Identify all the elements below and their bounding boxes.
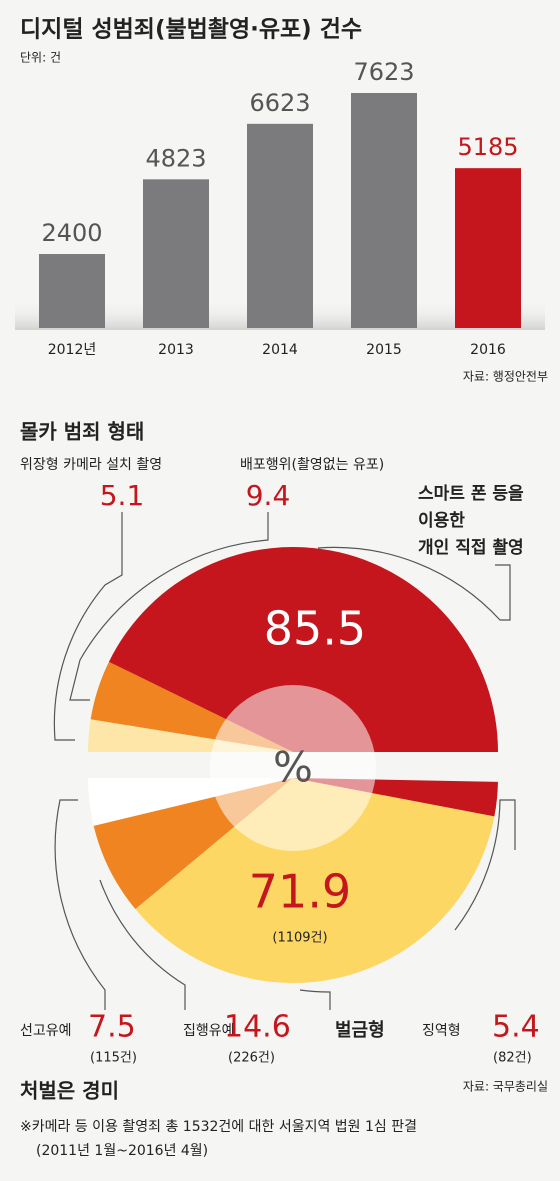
value-label: 14.6 (224, 1010, 291, 1045)
bar (455, 168, 521, 328)
count-label: (82건) (493, 1051, 532, 1066)
section-title: 몰카 범죄 형태 (20, 420, 144, 444)
leader (69, 512, 269, 701)
slice-label: 선고유예 (20, 1023, 72, 1039)
value-label: 9.4 (246, 479, 291, 512)
x-tick-label: 2012년 (48, 342, 97, 358)
leader-lines (53, 512, 516, 1010)
value-label: 2400 (41, 219, 102, 247)
chart-subtitle: 단위: 건 (20, 51, 61, 65)
value-label: 6623 (249, 89, 310, 117)
split-pie: % (88, 547, 498, 983)
x-tick-label: 2015 (366, 342, 402, 358)
value-label: 7.5 (88, 1010, 136, 1045)
slice (108, 547, 498, 752)
x-tick-label: 2016 (470, 342, 506, 358)
bar (351, 93, 417, 328)
count-label: (115건) (90, 1051, 137, 1066)
value-label: 5.1 (100, 479, 145, 512)
value-label: 5185 (457, 133, 518, 161)
leader (54, 799, 106, 1010)
center-circle (210, 685, 376, 851)
slice-label: 벌금형 (335, 1020, 385, 1041)
section-title: 처벌은 경미 (20, 1079, 119, 1103)
chart-title: 디지털 성범죄(불법촬영·유포) 건수 (20, 17, 362, 43)
slice-label: 이용한 (418, 511, 465, 531)
slice-label: 집행유예 (183, 1023, 235, 1039)
x-tick-label: 2014 (262, 342, 298, 358)
value-label: 4823 (145, 144, 206, 172)
value-label: 7623 (353, 58, 414, 86)
slice-label: 징역형 (422, 1023, 461, 1039)
value-label: 71.9 (249, 865, 351, 919)
bar (247, 123, 313, 328)
leader (53, 512, 123, 741)
count-label: (1109건) (272, 931, 327, 946)
value-label: 85.5 (264, 602, 366, 656)
bar (143, 179, 209, 328)
leader (454, 799, 516, 931)
note: ※카메라 등 이용 촬영죄 총 1532건에 대한 서울지역 법원 1심 판결 (20, 1119, 417, 1135)
x-tick-label: 2013 (158, 342, 194, 358)
note: (2011년 1월~2016년 4월) (36, 1143, 208, 1159)
count-label: (226건) (228, 1051, 275, 1066)
slice-label: 배포행위(촬영없는 유포) (240, 457, 384, 473)
slice (135, 778, 495, 983)
center-label: % (273, 743, 313, 792)
slice-label: 개인 직접 촬영 (418, 538, 524, 558)
source: 자료: 국무총리실 (463, 1080, 548, 1094)
leader (99, 879, 186, 1010)
source: 자료: 행정안전부 (463, 369, 548, 384)
slice-label: 스마트 폰 등을 (418, 484, 524, 504)
leader (317, 546, 511, 621)
slice-label: 위장형 카메라 설치 촬영 (20, 457, 162, 473)
bar (39, 254, 105, 328)
leader (299, 989, 331, 1010)
value-label: 5.4 (492, 1010, 540, 1045)
